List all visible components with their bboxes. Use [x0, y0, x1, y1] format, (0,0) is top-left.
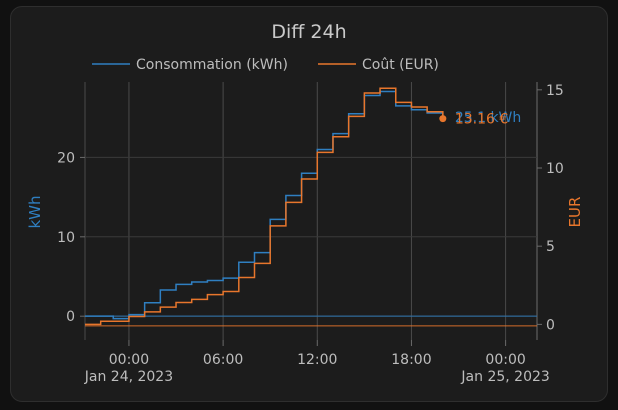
x-tick-label: 06:00: [203, 352, 243, 368]
x-tick-sublabel: Jan 24, 2023: [84, 369, 173, 385]
series-end-label-cout: 13.16 €: [455, 112, 508, 128]
series-end-marker-cout: [439, 115, 447, 123]
y-left-axis-label: kWh: [26, 195, 44, 228]
y-right-tick-label: 5: [546, 239, 555, 255]
grid: [84, 82, 538, 340]
y-right-tick-label: 15: [546, 83, 564, 99]
x-tick-label: 18:00: [391, 352, 431, 368]
y-right-axis-label: EUR: [566, 197, 584, 228]
card-title: Diff 24h: [271, 21, 347, 43]
x-tick-sublabel: Jan 25, 2023: [460, 369, 549, 385]
x-tick-label: 00:00: [485, 352, 525, 368]
legend[interactable]: Consommation (kWh) Coût (EUR): [92, 57, 439, 73]
y-right-tick-label: 0: [546, 317, 555, 333]
y-right-tick-label: 10: [546, 161, 564, 177]
legend-label-consommation[interactable]: Consommation (kWh): [136, 57, 288, 73]
x-tick-label: 12:00: [297, 352, 337, 368]
legend-label-cout[interactable]: Coût (EUR): [362, 57, 439, 73]
chart-card: Diff 24h: [10, 6, 608, 402]
y-left-tick-label: 0: [66, 309, 75, 325]
series-line-1: [85, 87, 444, 326]
series-end-label-consommation: 25.1 kWh: [455, 110, 521, 126]
y-left-tick-label: 10: [57, 230, 75, 246]
x-tick-label: 00:00: [109, 352, 149, 368]
series-line-0: [85, 90, 444, 320]
y-left-tick-label: 20: [57, 150, 75, 166]
